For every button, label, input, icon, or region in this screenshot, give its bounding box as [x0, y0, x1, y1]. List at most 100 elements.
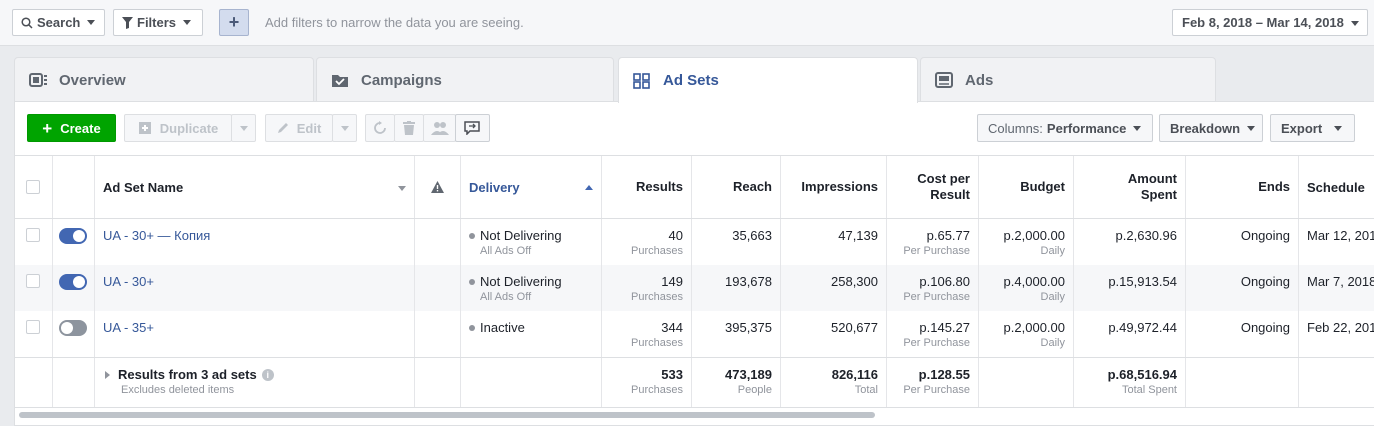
chevron-down-icon: [398, 186, 406, 191]
header-ends[interactable]: Ends: [1186, 156, 1299, 218]
cell-warn: [415, 219, 461, 265]
tab-ads[interactable]: Ads: [920, 57, 1216, 102]
chat-preview-icon: [464, 121, 480, 135]
ad-set-name-link[interactable]: UA - 30+ — Копия: [103, 228, 211, 243]
date-range-picker[interactable]: Feb 8, 2018 – Mar 14, 2018: [1172, 9, 1368, 36]
edit-button[interactable]: Edit: [265, 114, 333, 142]
columns-label: Columns:: [988, 120, 1043, 136]
search-button[interactable]: Search: [12, 9, 105, 36]
info-icon[interactable]: i: [261, 369, 274, 381]
filter-icon: [122, 16, 133, 29]
add-filter-button[interactable]: +: [219, 9, 249, 36]
tab-overview[interactable]: Overview: [14, 57, 314, 102]
header-impressions[interactable]: Impressions: [781, 156, 887, 218]
delete-button[interactable]: [394, 114, 424, 142]
column-spent-line2: Spent: [1140, 187, 1177, 202]
header-budget[interactable]: Budget: [979, 156, 1074, 218]
ends-value: Ongoing: [1240, 320, 1290, 335]
warning-icon: [431, 181, 444, 193]
summary-impressions-value: 826,116: [831, 367, 878, 382]
search-icon: [21, 16, 33, 29]
header-cost-per-result[interactable]: Cost per Result: [887, 156, 979, 218]
delivery-sub: All Ads Off: [480, 245, 532, 257]
cell-reach: 395,375: [692, 311, 781, 357]
chevron-down-icon: [1247, 125, 1256, 131]
summary-title-cell[interactable]: Results from 3 ad sets i Excludes deleted…: [95, 358, 415, 407]
table-row[interactable]: UA - 30+ Not Delivering All Ads Off 149 Purc…: [15, 265, 1374, 311]
horizontal-scrollbar[interactable]: [19, 412, 875, 418]
results-value: 149: [661, 274, 683, 289]
people-icon: [430, 122, 449, 135]
tab-ad-sets[interactable]: Ad Sets: [618, 57, 918, 103]
filters-button[interactable]: Filters: [113, 9, 203, 36]
table-row[interactable]: UA - 30+ — Копия Not Delivering All Ads Of…: [15, 219, 1374, 265]
header-delivery[interactable]: Delivery: [461, 156, 602, 218]
spent-value: р.49,972.44: [1108, 320, 1177, 335]
ad-set-toggle[interactable]: [59, 274, 87, 290]
table-row[interactable]: UA - 35+ Inactive 344 Purchases 395,375 520,6…: [15, 311, 1374, 357]
cell-spent: р.49,972.44: [1074, 311, 1186, 357]
expand-triangle-icon[interactable]: [105, 371, 110, 379]
results-sub: Purchases: [631, 291, 683, 303]
cell-results: 40 Purchases: [602, 219, 692, 265]
create-button[interactable]: + Create: [27, 114, 116, 142]
summary-spent-value: р.68,516.94: [1107, 367, 1177, 382]
sort-ascending-icon: [585, 185, 593, 190]
ad-set-toggle[interactable]: [59, 320, 87, 336]
select-all-checkbox[interactable]: [26, 180, 40, 194]
table-header: Ad Set Name Delivery Results Reach Impre…: [15, 155, 1374, 219]
cell-select: [15, 219, 53, 265]
breakdown-dropdown[interactable]: Breakdown: [1159, 114, 1263, 142]
summary-row: Results from 3 ad sets i Excludes deleted…: [15, 357, 1374, 408]
row-checkbox[interactable]: [26, 274, 40, 288]
row-checkbox[interactable]: [26, 228, 40, 242]
preview-button[interactable]: [455, 114, 490, 142]
delivery-sub: All Ads Off: [480, 291, 532, 303]
budget-sub: Daily: [1040, 245, 1065, 257]
column-spent-label: Amount Spent: [1074, 156, 1185, 218]
tab-overview-label: Overview: [59, 71, 126, 89]
spent-value: р.15,913.54: [1108, 274, 1177, 289]
header-name[interactable]: Ad Set Name: [95, 156, 415, 218]
results-value: 344: [661, 320, 683, 335]
header-schedule[interactable]: Schedule: [1299, 156, 1374, 218]
duplicate-dropdown[interactable]: [231, 114, 256, 142]
ad-set-name-link[interactable]: UA - 30+: [103, 274, 154, 289]
ad-set-name-link[interactable]: UA - 35+: [103, 320, 154, 335]
delivery-status: Inactive: [480, 320, 525, 335]
cost-sub: Per Purchase: [903, 291, 970, 303]
column-spent-line1: Amount: [1127, 171, 1177, 186]
summary-cell: [1299, 358, 1374, 407]
ad-set-toggle[interactable]: [59, 228, 87, 244]
column-schedule-label: Schedule: [1307, 179, 1365, 195]
column-impressions-label: Impressions: [801, 179, 878, 194]
results-value: 40: [668, 228, 683, 243]
status-dot-icon: [469, 325, 475, 331]
tab-ads-label: Ads: [965, 71, 994, 89]
duplicate-button[interactable]: Duplicate: [124, 114, 232, 142]
refresh-button[interactable]: [365, 114, 395, 142]
summary-cell: [15, 358, 53, 407]
cell-name: UA - 30+ — Копия: [95, 219, 415, 265]
cost-value: р.106.80: [919, 274, 970, 289]
grid-icon: [633, 72, 650, 89]
budget-sub: Daily: [1040, 291, 1065, 303]
column-delivery-label: Delivery: [469, 179, 520, 195]
chevron-down-icon: [239, 125, 248, 131]
export-dropdown[interactable]: Export: [1270, 114, 1355, 142]
header-results[interactable]: Results: [602, 156, 692, 218]
chevron-down-icon: [1133, 125, 1142, 131]
chevron-down-icon: [87, 20, 96, 25]
header-amount-spent[interactable]: Amount Spent: [1074, 156, 1186, 218]
column-reach-label: Reach: [732, 179, 772, 194]
audience-button[interactable]: [423, 114, 456, 142]
columns-dropdown[interactable]: Columns: Performance: [977, 114, 1153, 142]
header-warning[interactable]: [415, 156, 461, 218]
cell-reach: 35,663: [692, 219, 781, 265]
duplicate-icon: [138, 122, 151, 134]
cell-name: UA - 35+: [95, 311, 415, 357]
tab-campaigns[interactable]: Campaigns: [316, 57, 614, 102]
edit-dropdown[interactable]: [332, 114, 357, 142]
row-checkbox[interactable]: [26, 320, 40, 334]
header-reach[interactable]: Reach: [692, 156, 781, 218]
